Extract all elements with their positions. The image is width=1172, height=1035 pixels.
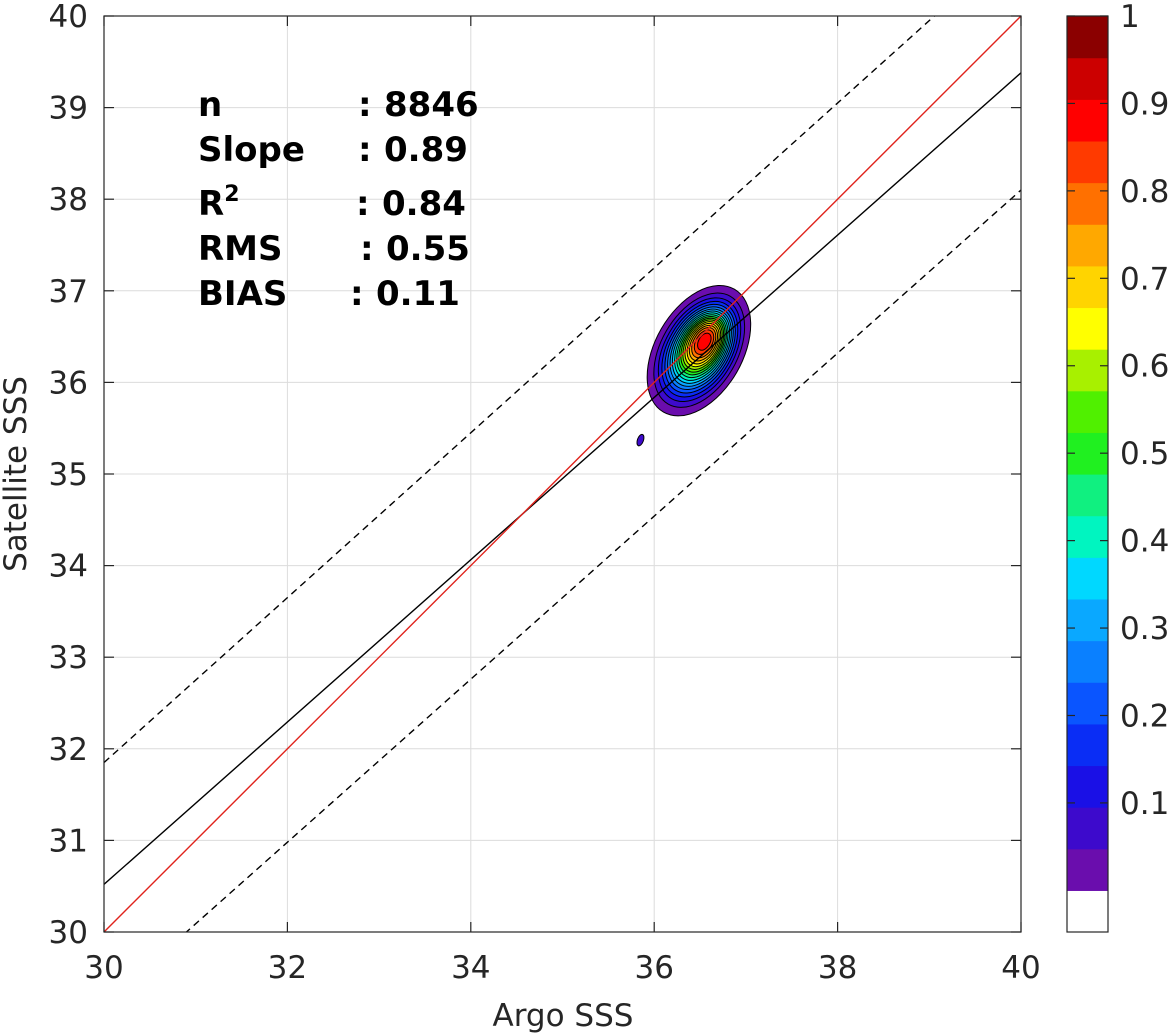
colorbar-segment: [1067, 307, 1108, 350]
stat-label: BIAS: [198, 274, 287, 314]
y-tick-labels: 30 31 32 33 34 35 36 37 38 39 40: [49, 0, 88, 951]
stat-separator: :: [360, 229, 374, 269]
colorbar-segment: [1067, 57, 1108, 100]
colorbar-tick-label: 0.8: [1120, 174, 1169, 210]
density-contours: [636, 285, 752, 447]
contour-outlier: [636, 433, 645, 447]
colorbar-segment: [1067, 515, 1108, 558]
colorbar-segment: [1067, 390, 1108, 433]
y-tick-label: 40: [49, 0, 88, 35]
y-tick-label: 36: [49, 365, 88, 401]
colorbar-segment: [1067, 224, 1108, 267]
axis-ticks: [103, 15, 1022, 933]
colorbar-segment: [1067, 682, 1108, 725]
colorbar-segment: [1067, 598, 1108, 642]
colorbar-tick-label: 0.5: [1120, 436, 1169, 472]
x-tick-label: 36: [634, 950, 673, 986]
colorbar-tick-label: 0.4: [1120, 524, 1169, 560]
stat-label: RMS: [198, 229, 283, 269]
stat-value: 8846: [384, 85, 479, 125]
y-tick-label: 32: [49, 732, 88, 768]
y-tick-label: 34: [49, 549, 88, 585]
colorbar-tick-label: 0.7: [1120, 261, 1169, 297]
x-tick-label: 32: [268, 950, 307, 986]
colorbar-tick-label: 1: [1120, 0, 1140, 35]
stat-separator: :: [356, 184, 370, 224]
colorbar-tick-label: 0.1: [1120, 786, 1169, 822]
colorbar-tick-label: 0.2: [1120, 698, 1169, 734]
colorbar: 0.1 0.2 0.3 0.4 0.5 0.6 0.7 0.8 0.9 1: [1066, 0, 1169, 933]
x-tick-label: 38: [818, 950, 857, 986]
colorbar-segment: [1067, 640, 1108, 683]
colorbar-segment: [1067, 140, 1108, 184]
stat-label: n: [198, 85, 222, 125]
stat-value: 0.84: [382, 184, 466, 224]
colorbar-segment: [1067, 807, 1108, 850]
y-tick-label: 37: [49, 274, 88, 310]
colorbar-tick-label: 0.3: [1120, 611, 1169, 647]
stat-label: R2: [198, 182, 240, 224]
y-tick-label: 31: [49, 823, 88, 859]
stat-separator: :: [358, 85, 372, 125]
lower-bound-line: [185, 189, 1021, 932]
colorbar-segment: [1067, 265, 1108, 309]
colorbar-segment: [1067, 765, 1108, 808]
y-tick-label: 30: [49, 915, 88, 951]
colorbar-segment: [1067, 349, 1108, 392]
colorbar-tick-label: 0.9: [1120, 86, 1169, 122]
stat-value: 0.11: [376, 274, 460, 314]
stat-separator: :: [358, 130, 372, 170]
one-to-one-line: [104, 16, 1021, 932]
colorbar-tick-label: 0.6: [1120, 349, 1169, 385]
colorbar-segment: [1067, 848, 1108, 891]
y-axis-title: Satellite SSS: [0, 376, 34, 572]
x-tick-labels: 30 32 34 36 38 40: [84, 950, 1040, 986]
reference-lines: [104, 16, 1021, 932]
colorbar-border: [1066, 15, 1109, 933]
colorbar-segment: [1067, 557, 1108, 600]
stat-separator: :: [350, 274, 364, 314]
colorbar-segment: [1067, 723, 1108, 767]
y-tick-label: 35: [49, 457, 88, 493]
colorbar-segment: [1067, 99, 1108, 142]
upper-bound-line: [104, 16, 936, 764]
x-axis-title: Argo SSS: [493, 998, 634, 1034]
x-tick-label: 34: [451, 950, 490, 986]
colorbar-segment: [1067, 474, 1108, 517]
stat-value: 0.89: [384, 130, 468, 170]
colorbar-segment: [1067, 16, 1108, 59]
regression-line: [104, 72, 1021, 885]
y-tick-label: 38: [49, 182, 88, 218]
y-tick-label: 33: [49, 640, 88, 676]
colorbar-segment: [1067, 182, 1108, 225]
stat-label: Slope: [198, 130, 305, 170]
colorbar-segment: [1067, 890, 1108, 933]
y-tick-label: 39: [49, 91, 88, 127]
x-tick-label: 40: [1001, 950, 1040, 986]
stat-value: 0.55: [386, 229, 470, 269]
contour-band: [697, 332, 712, 351]
x-tick-label: 30: [84, 950, 123, 986]
